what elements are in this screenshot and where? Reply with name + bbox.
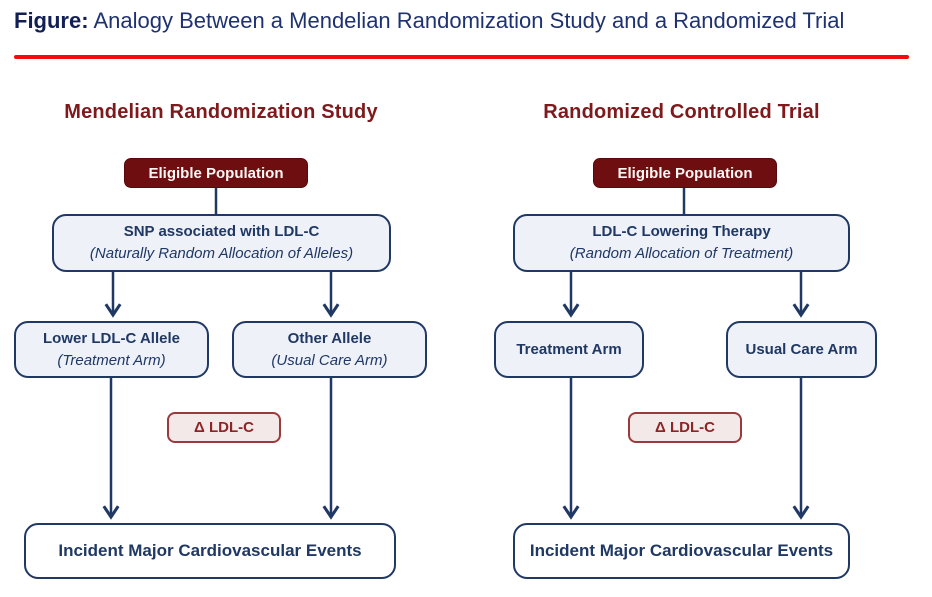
right-allocation-subtitle: (Random Allocation of Treatment) — [569, 245, 794, 262]
left-arm1-subtitle: (Treatment Arm) — [57, 351, 166, 369]
right-arm1-box: Treatment Arm — [494, 321, 644, 378]
figure-label: Figure: — [14, 8, 89, 33]
right-arm1-title: Treatment Arm — [516, 340, 622, 358]
left-outcome-label: Incident Major Cardiovascular Events — [58, 540, 362, 560]
right-allocation-title: LDL-C Lowering Therapy — [592, 223, 771, 241]
right-outcome-box: Incident Major Cardiovascular Events — [513, 523, 850, 579]
left-allocation-title: SNP associated with LDL-C — [123, 223, 320, 241]
title-underline — [14, 55, 909, 59]
page-title: Figure: Analogy Between a Mendelian Rand… — [14, 8, 924, 34]
right-outcome-label: Incident Major Cardiovascular Events — [529, 540, 834, 560]
right-delta-ldlc-box: Δ LDL-C — [628, 412, 742, 443]
left-outcome-box: Incident Major Cardiovascular Events — [24, 523, 396, 579]
right-eligible-population-box: Eligible Population — [593, 158, 777, 188]
left-eligible-population-label: Eligible Population — [148, 164, 284, 182]
right-arm2-box: Usual Care Arm — [726, 321, 877, 378]
left-arm2-subtitle: (Usual Care Arm) — [271, 351, 388, 369]
right-arm2-title: Usual Care Arm — [745, 340, 858, 358]
left-allocation-box: SNP associated with LDL-C (Naturally Ran… — [52, 214, 391, 272]
left-allocation-subtitle: (Naturally Random Allocation of Alleles) — [89, 245, 354, 262]
right-delta-ldlc-label: Δ LDL-C — [655, 419, 715, 436]
figure-title-text: Analogy Between a Mendelian Randomizatio… — [88, 8, 845, 33]
right-allocation-box: LDL-C Lowering Therapy (Random Allocatio… — [513, 214, 850, 272]
left-arm2-box: Other Allele (Usual Care Arm) — [232, 321, 427, 378]
left-delta-ldlc-box: Δ LDL-C — [167, 412, 281, 443]
heading-randomized-controlled-trial: Randomized Controlled Trial — [543, 101, 820, 123]
left-arm1-box: Lower LDL-C Allele (Treatment Arm) — [14, 321, 209, 378]
left-eligible-population-box: Eligible Population — [124, 158, 308, 188]
left-delta-ldlc-label: Δ LDL-C — [194, 419, 254, 436]
heading-mendelian-randomization-study: Mendelian Randomization Study — [64, 101, 378, 123]
right-eligible-population-label: Eligible Population — [617, 164, 753, 182]
left-arm1-title: Lower LDL-C Allele — [43, 329, 180, 347]
left-arm2-title: Other Allele — [287, 329, 372, 347]
